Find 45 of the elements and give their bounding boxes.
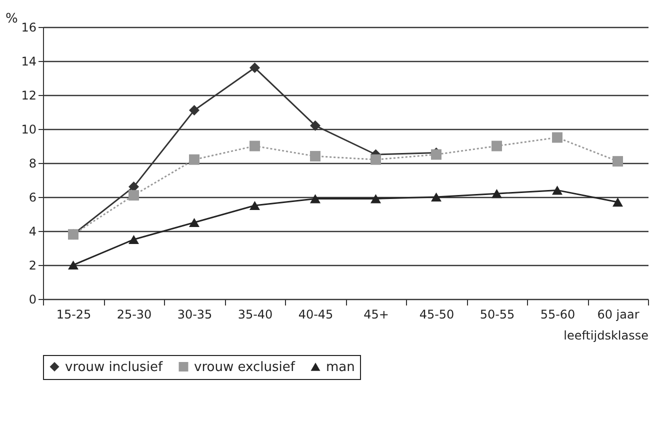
point	[552, 132, 562, 143]
x-axis-title: leeftijdsklasse	[564, 328, 648, 342]
x-tick-label: 50-55	[480, 308, 515, 322]
point	[612, 156, 623, 167]
point	[431, 192, 442, 202]
y-axis-title: %	[6, 12, 18, 26]
legend-label: vrouw exclusief	[194, 360, 296, 375]
x-tick-label: 55-60	[540, 308, 576, 322]
y-tick-label: 12	[21, 88, 36, 102]
point	[552, 186, 562, 195]
point	[370, 194, 381, 204]
x-tick-label: 25-30	[116, 308, 152, 322]
point	[370, 154, 381, 165]
point	[128, 234, 139, 244]
x-tick-label: 45+	[364, 308, 389, 322]
y-tick-label: 8	[28, 156, 36, 170]
x-tick-label: 60 jaar	[597, 308, 640, 322]
y-tick-label: 10	[21, 122, 36, 136]
point	[250, 200, 260, 210]
x-tick-label: 45-50	[419, 308, 454, 322]
point	[189, 218, 200, 228]
point	[189, 105, 200, 116]
point	[128, 190, 139, 201]
point	[68, 260, 78, 270]
point	[189, 154, 200, 165]
point	[250, 140, 260, 152]
legend-label: man	[326, 360, 355, 375]
point	[310, 120, 320, 131]
point	[612, 198, 623, 207]
point	[492, 140, 502, 152]
legend-label: vrouw inclusief	[65, 360, 163, 375]
x-tick-label: 30-35	[177, 308, 212, 322]
point	[310, 194, 320, 204]
y-tick-label: 14	[21, 54, 36, 68]
point	[310, 150, 320, 162]
point	[492, 189, 502, 198]
point	[250, 62, 260, 74]
x-tick-label: 40-45	[298, 308, 334, 322]
y-tick-label: 2	[28, 258, 36, 272]
x-tick-label: 35-40	[238, 308, 273, 322]
x-tick-label: 15-25	[56, 308, 92, 322]
y-tick-label: 16	[21, 20, 36, 34]
y-tick-label: 0	[28, 292, 36, 306]
y-tick-label: 6	[28, 190, 36, 204]
y-tick-label: 4	[28, 224, 36, 238]
